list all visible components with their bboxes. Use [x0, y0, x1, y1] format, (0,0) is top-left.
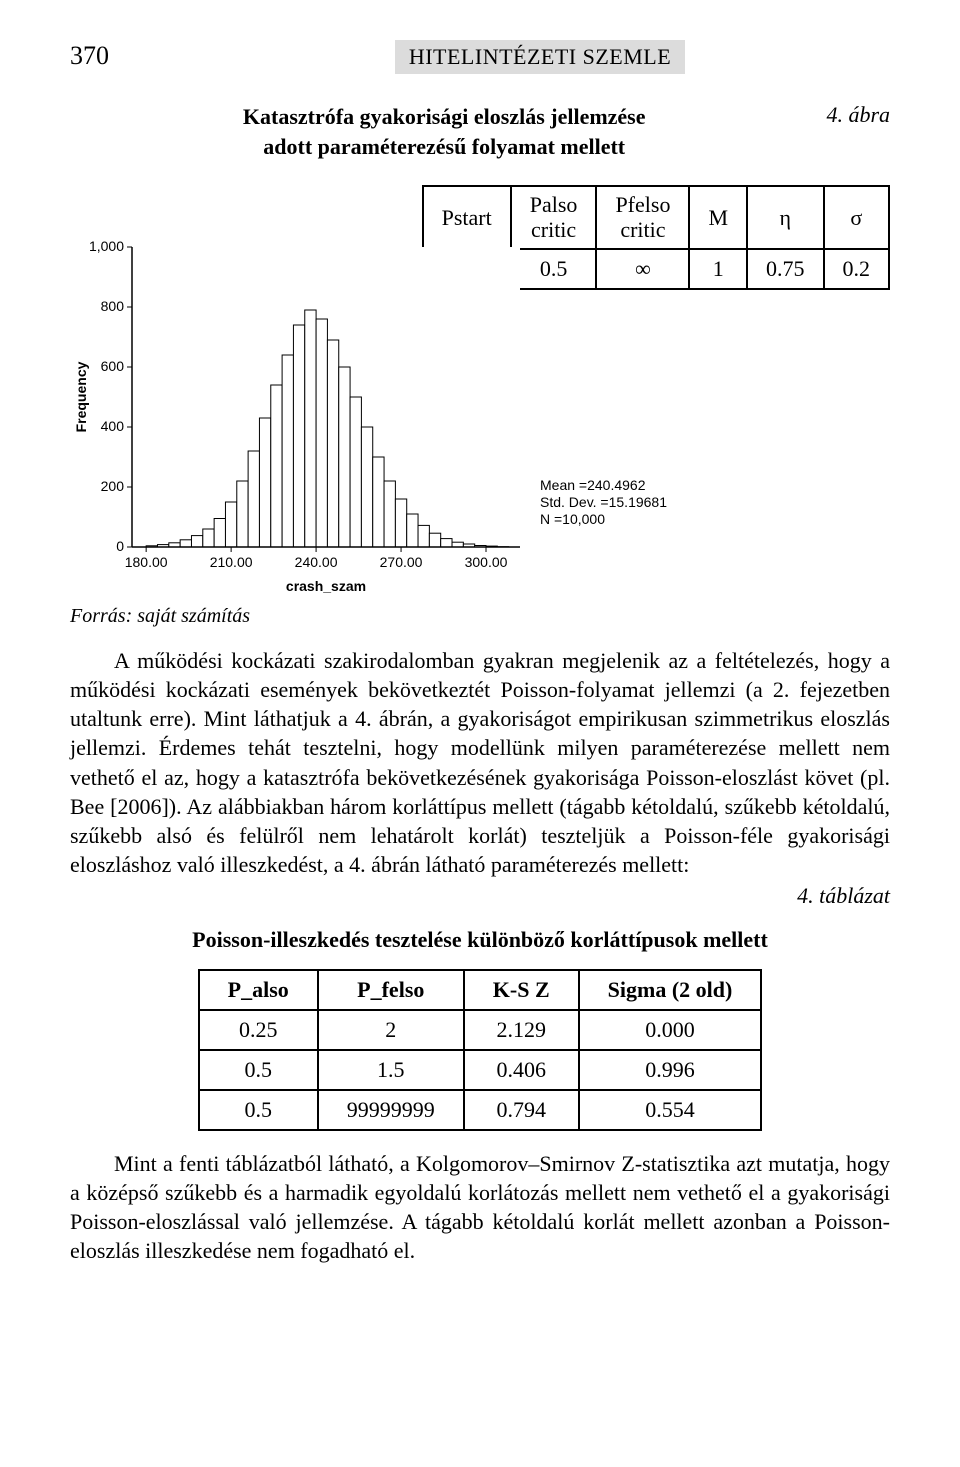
stat-mean: Mean =240.4962: [540, 477, 667, 494]
figure4-area: Pstart Palsocritic Pfelsocritic M η σ 1 …: [70, 177, 890, 597]
svg-text:270.00: 270.00: [380, 554, 423, 570]
svg-text:180.00: 180.00: [125, 554, 168, 570]
table4-cell: 2: [318, 1010, 464, 1050]
stat-n: N =10,000: [540, 511, 667, 528]
figure4-title: Katasztrófa gyakorisági eloszlás jellemz…: [70, 102, 818, 161]
svg-text:1,000: 1,000: [89, 238, 124, 254]
table4-title: Poisson-illeszkedés tesztelése különböző…: [70, 927, 890, 953]
figure4-stats: Mean =240.4962 Std. Dev. =15.19681 N =10…: [540, 477, 667, 527]
table4-cell: 1.5: [318, 1050, 464, 1090]
svg-text:800: 800: [101, 298, 125, 314]
svg-text:210.00: 210.00: [210, 554, 253, 570]
page-header: 370 HITELINTÉZETI SZEMLE: [70, 40, 890, 74]
table4-col-0: P_also: [199, 970, 318, 1010]
param-td-5: 0.2: [824, 249, 890, 289]
journal-title: HITELINTÉZETI SZEMLE: [395, 40, 685, 74]
table4-row-1: 0.5 1.5 0.406 0.996: [199, 1050, 762, 1090]
table4: P_also P_felso K-S Z Sigma (2 old) 0.25 …: [198, 969, 763, 1131]
svg-text:Frequency: Frequency: [73, 362, 89, 433]
svg-text:400: 400: [101, 418, 125, 434]
table4-col-1: P_felso: [318, 970, 464, 1010]
histogram-svg: 0 200 400 600 800 1,000 180.00 210.00 240.00 270.…: [70, 237, 530, 597]
param-th-sigma: σ: [824, 186, 890, 248]
figure4-title-line1: Katasztrófa gyakorisági eloszlás jellemz…: [243, 104, 646, 129]
svg-text:300.00: 300.00: [465, 554, 508, 570]
param-th-m: M: [689, 186, 747, 248]
figure4-source: Forrás: saját számítás: [70, 605, 890, 628]
page: 370 HITELINTÉZETI SZEMLE Katasztrófa gya…: [0, 0, 960, 1325]
figure4-label: 4. ábra: [818, 102, 890, 128]
stat-sd: Std. Dev. =15.19681: [540, 494, 667, 511]
paragraph-2: Mint a fenti táblázatból látható, a Kolg…: [70, 1149, 890, 1265]
param-td-2: ∞: [596, 249, 689, 289]
param-th-pfelso: Pfelsocritic: [596, 186, 689, 248]
figure4-title-line2: adott paraméterezésű folyamat mellett: [263, 134, 625, 159]
figure4-histogram: 0 200 400 600 800 1,000 180.00 210.00 240.00 270.…: [70, 237, 530, 597]
paragraph-1: A működési kockázati szakirodalomban gya…: [70, 646, 890, 878]
table4-label: 4. táblázat: [70, 883, 890, 909]
param-th-eta: η: [747, 186, 824, 248]
table4-col-2: K-S Z: [464, 970, 579, 1010]
table4-cell: 0.5: [199, 1050, 318, 1090]
table4-cell: 99999999: [318, 1090, 464, 1130]
svg-text:200: 200: [101, 478, 125, 494]
param-td-3: 1: [689, 249, 747, 289]
table4-row-2: 0.5 99999999 0.794 0.554: [199, 1090, 762, 1130]
table4-cell: 0.000: [579, 1010, 762, 1050]
table4-row-0: 0.25 2 2.129 0.000: [199, 1010, 762, 1050]
header-title-wrap: HITELINTÉZETI SZEMLE: [190, 40, 890, 74]
svg-text:600: 600: [101, 358, 125, 374]
table4-cell: 0.996: [579, 1050, 762, 1090]
table4-header-row: P_also P_felso K-S Z Sigma (2 old): [199, 970, 762, 1010]
table4-col-3: Sigma (2 old): [579, 970, 762, 1010]
table4-cell: 0.406: [464, 1050, 579, 1090]
page-number: 370: [70, 41, 190, 71]
svg-text:240.00: 240.00: [295, 554, 338, 570]
table4-cell: 0.25: [199, 1010, 318, 1050]
param-td-4: 0.75: [747, 249, 824, 289]
table4-cell: 0.5: [199, 1090, 318, 1130]
svg-text:crash_szam: crash_szam: [286, 578, 366, 594]
figure4-title-block: Katasztrófa gyakorisági eloszlás jellemz…: [70, 102, 890, 161]
table4-cell: 0.794: [464, 1090, 579, 1130]
table4-cell: 0.554: [579, 1090, 762, 1130]
table4-cell: 2.129: [464, 1010, 579, 1050]
svg-text:0: 0: [116, 538, 124, 554]
